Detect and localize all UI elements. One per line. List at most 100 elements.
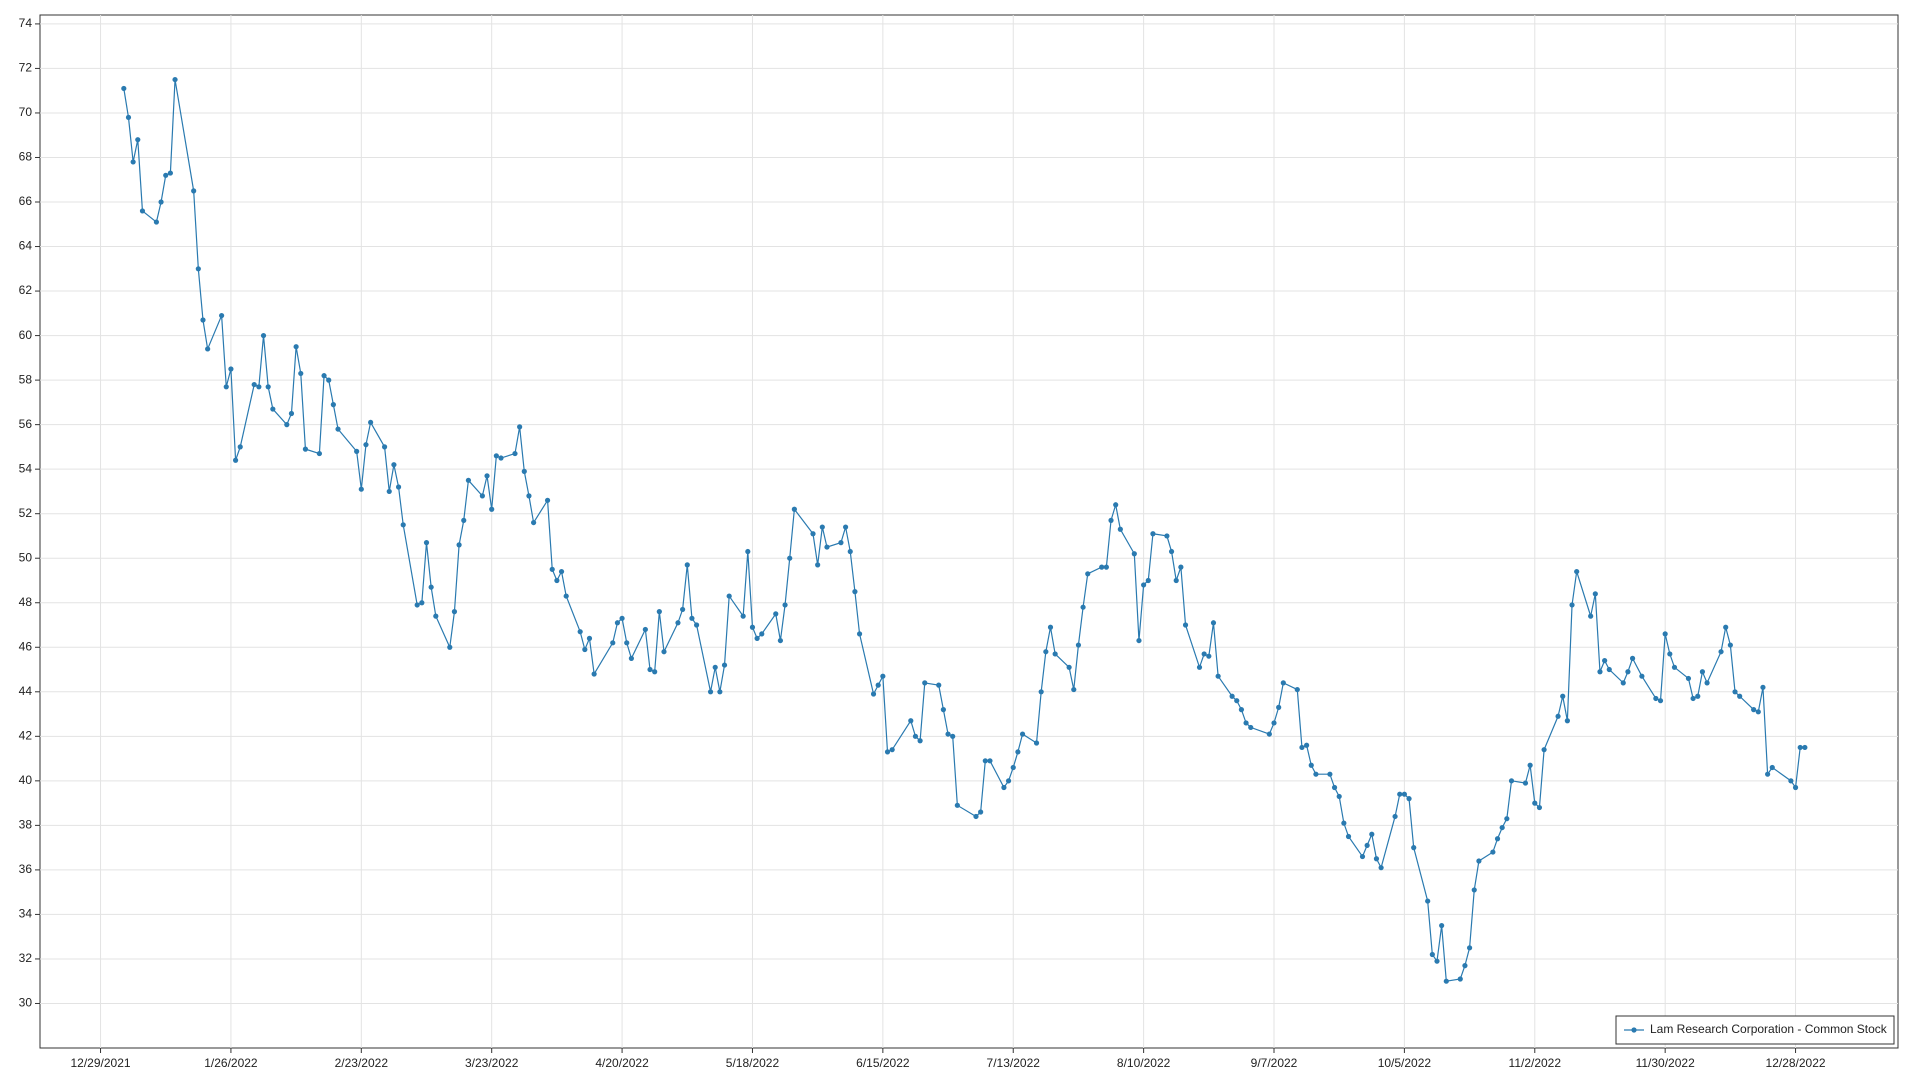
- data-point: [1411, 845, 1417, 851]
- x-tick-label: 9/7/2022: [1251, 1056, 1298, 1070]
- data-point: [1359, 853, 1366, 860]
- data-point: [205, 346, 211, 352]
- data-point: [270, 406, 276, 412]
- data-point: [1392, 813, 1398, 820]
- data-point: [1345, 833, 1352, 840]
- data-point: [1401, 791, 1407, 797]
- data-point: [740, 613, 746, 619]
- data-point: [1699, 669, 1706, 675]
- y-tick-label: 38: [19, 818, 33, 832]
- data-point: [479, 493, 485, 499]
- data-point: [391, 462, 397, 468]
- y-tick-label: 32: [19, 951, 33, 965]
- data-point: [693, 622, 700, 628]
- data-point: [1564, 718, 1570, 724]
- data-point: [1471, 887, 1477, 893]
- data-point: [870, 691, 877, 697]
- data-point: [1476, 858, 1482, 864]
- data-point: [1373, 856, 1380, 862]
- data-point: [940, 707, 946, 713]
- data-point: [1588, 613, 1594, 619]
- y-tick-label: 30: [19, 996, 33, 1010]
- data-point: [521, 468, 527, 474]
- data-point: [1304, 742, 1310, 748]
- y-tick-label: 62: [19, 283, 33, 297]
- data-point: [1653, 695, 1659, 702]
- data-point: [1639, 673, 1645, 679]
- x-tick-label: 7/13/2022: [987, 1056, 1041, 1070]
- data-point: [1066, 664, 1072, 670]
- data-point: [777, 637, 784, 644]
- data-point: [1043, 649, 1049, 655]
- data-point: [1364, 842, 1370, 849]
- data-point: [647, 666, 653, 673]
- data-point: [172, 76, 178, 83]
- data-point: [1294, 686, 1300, 693]
- data-point: [1299, 744, 1305, 751]
- data-point: [586, 635, 593, 641]
- data-point: [582, 646, 588, 653]
- data-point: [661, 649, 667, 655]
- data-point: [423, 540, 430, 546]
- data-point: [358, 486, 364, 492]
- data-point: [335, 426, 341, 432]
- x-tick-label: 11/2/2022: [1509, 1056, 1562, 1070]
- data-point: [1769, 764, 1775, 771]
- data-point: [1248, 724, 1254, 731]
- data-point: [167, 170, 173, 176]
- data-point: [265, 384, 271, 390]
- data-point: [1010, 764, 1016, 771]
- data-point: [484, 473, 490, 479]
- data-point: [1336, 793, 1342, 800]
- data-point: [363, 442, 369, 448]
- data-point: [875, 682, 881, 688]
- data-point: [945, 731, 951, 737]
- data-point: [531, 519, 537, 526]
- data-point: [400, 522, 406, 528]
- data-point: [1439, 922, 1445, 929]
- data-point: [1201, 651, 1207, 657]
- data-point: [1541, 747, 1547, 753]
- data-point: [628, 655, 634, 661]
- data-point: [1685, 675, 1692, 682]
- data-point: [950, 733, 956, 739]
- data-point: [456, 542, 462, 548]
- data-point: [1466, 945, 1473, 951]
- data-point: [1657, 698, 1664, 704]
- data-point: [884, 749, 891, 755]
- data-point: [1196, 664, 1203, 670]
- x-tick-label: 6/15/2022: [856, 1056, 910, 1070]
- data-point: [1457, 976, 1463, 982]
- data-point: [1597, 669, 1603, 675]
- data-point: [121, 85, 127, 92]
- data-point: [368, 419, 374, 426]
- data-point: [684, 562, 690, 568]
- data-point: [791, 506, 797, 512]
- data-point: [1494, 836, 1501, 842]
- x-tick-label: 5/18/2022: [726, 1056, 780, 1070]
- data-point: [288, 410, 295, 417]
- data-point: [1397, 791, 1403, 797]
- data-point: [293, 344, 299, 350]
- data-point: [838, 540, 844, 546]
- data-point: [461, 517, 467, 523]
- data-point: [1182, 622, 1189, 628]
- data-point: [1178, 564, 1184, 570]
- data-point: [912, 733, 919, 739]
- data-point: [465, 477, 472, 483]
- data-point: [1145, 577, 1151, 584]
- data-point: [1532, 800, 1538, 806]
- data-point: [745, 548, 751, 555]
- data-point: [544, 497, 551, 503]
- data-point: [614, 620, 621, 626]
- data-point: [512, 450, 518, 457]
- data-point: [139, 208, 146, 214]
- data-point: [433, 613, 439, 619]
- data-point: [1727, 642, 1733, 648]
- data-point: [787, 555, 793, 561]
- data-point: [195, 266, 201, 272]
- data-point: [386, 488, 392, 495]
- data-point: [782, 602, 788, 608]
- data-point: [1215, 673, 1221, 679]
- data-point: [1802, 744, 1808, 751]
